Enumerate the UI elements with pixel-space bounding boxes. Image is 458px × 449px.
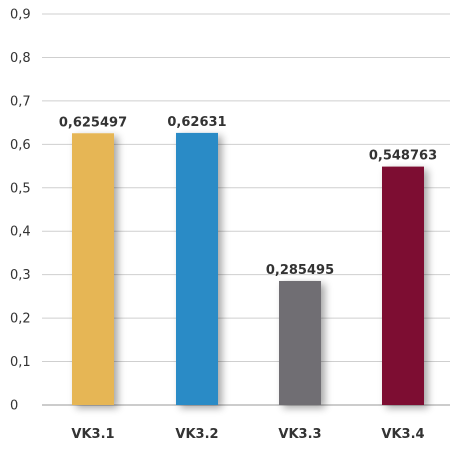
x-axis-category-labels: VK3.1 VK3.2 VK3.3 VK3.4: [71, 427, 424, 442]
y-tick-label: 0,9: [10, 8, 31, 23]
y-tick-label: 0,4: [10, 225, 31, 240]
y-tick-label: 0,6: [10, 138, 31, 153]
category-label: VK3.1: [71, 427, 114, 442]
category-label: VK3.3: [278, 427, 321, 442]
bars: [72, 132, 424, 406]
y-axis-tick-labels: 0 0,1 0,2 0,3 0,4 0,5 0,6 0,7 0,8 0,9: [10, 8, 31, 414]
bar-vk3-4: [382, 166, 424, 405]
category-label: VK3.2: [175, 427, 218, 442]
data-label: 0,548763: [369, 149, 437, 164]
category-label: VK3.4: [381, 427, 424, 442]
y-tick-label: 0,5: [10, 181, 31, 196]
data-labels: 0,625497 0,62631 0,285495 0,548763: [59, 115, 437, 278]
bar-vk3-3: [279, 280, 321, 405]
y-tick-label: 0,7: [10, 94, 31, 109]
data-label: 0,285495: [266, 263, 334, 278]
y-tick-label: 0,1: [10, 355, 31, 370]
y-tick-label: 0,2: [10, 312, 31, 327]
y-tick-label: 0: [10, 399, 18, 414]
data-label: 0,625497: [59, 115, 127, 130]
y-tick-label: 0,3: [10, 268, 31, 283]
data-label: 0,62631: [167, 115, 226, 130]
y-tick-label: 0,8: [10, 51, 31, 66]
bar-vk3-1: [72, 133, 114, 406]
bar-vk3-2: [176, 132, 218, 405]
